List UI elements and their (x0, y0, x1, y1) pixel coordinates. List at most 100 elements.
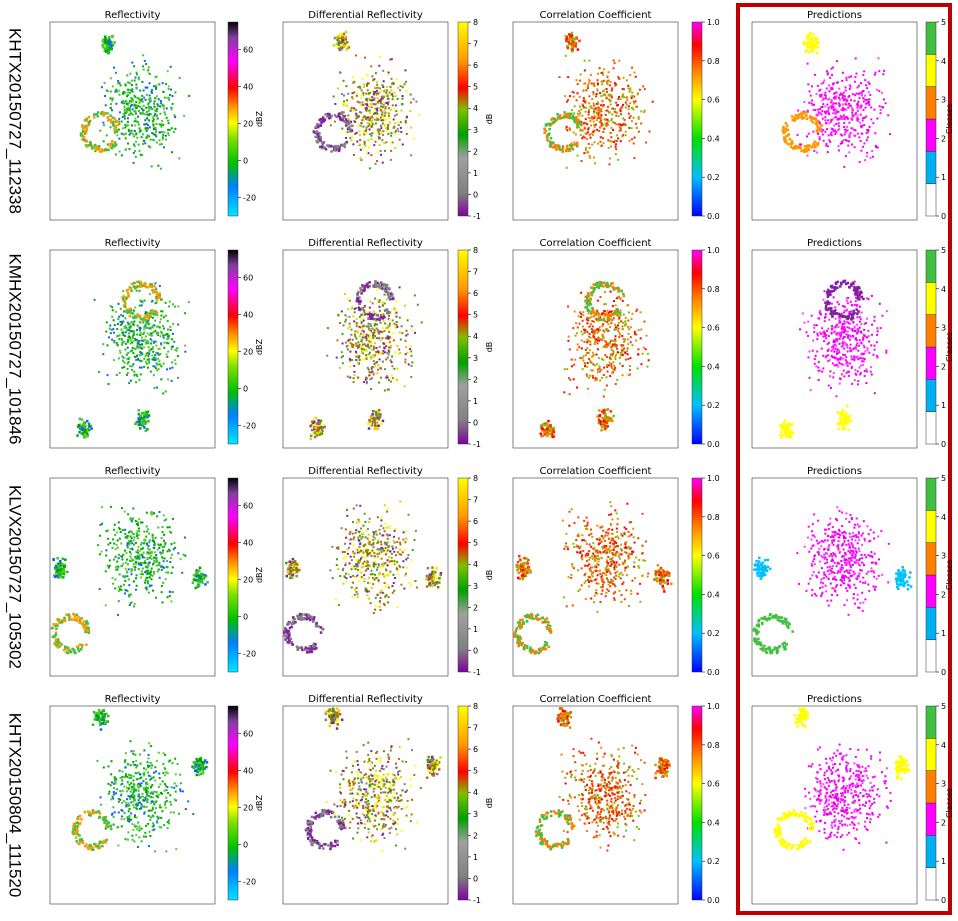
radar-pixel (369, 167, 371, 169)
radar-pixel (563, 391, 565, 393)
radar-pixel (585, 149, 587, 151)
radar-pixel (568, 149, 571, 152)
radar-pixel (571, 42, 574, 45)
radar-pixel (338, 43, 341, 46)
radar-pixel (843, 320, 845, 322)
radar-pixel (150, 343, 152, 345)
radar-pixel (401, 332, 403, 334)
radar-pixel (153, 374, 155, 376)
colorbar-tick-label: 0.0 (707, 440, 720, 449)
radar-pixel (136, 133, 138, 135)
radar-pixel (409, 110, 411, 112)
radar-pixel (377, 129, 379, 131)
radar-pixel (396, 316, 398, 318)
radar-pixel (106, 344, 108, 346)
radar-pixel (122, 315, 124, 317)
radar-pixel (822, 118, 824, 120)
radar-pixel (345, 121, 348, 124)
radar-pixel (822, 134, 824, 136)
radar-pixel (821, 348, 823, 350)
radar-pixel (638, 118, 640, 120)
radar-pixel (408, 363, 410, 365)
radar-pixel (620, 113, 622, 115)
radar-pixel (139, 329, 141, 331)
radar-pixel (157, 332, 159, 334)
radar-pixel (627, 333, 629, 335)
radar-pixel (858, 345, 860, 347)
radar-pixel (127, 81, 129, 83)
radar-pixel (868, 335, 870, 337)
radar-pixel (382, 162, 384, 164)
radar-pixel (356, 140, 358, 142)
colorbar-tick-label: 5 (941, 18, 946, 27)
radar-pixel (167, 70, 169, 72)
radar-pixel (401, 103, 403, 105)
radar-pixel (405, 353, 407, 355)
radar-pixel (627, 343, 629, 345)
radar-pixel (846, 346, 848, 348)
radar-pixel (868, 101, 870, 103)
radar-pixel (380, 314, 382, 316)
radar-pixel (593, 321, 595, 323)
radar-pixel (131, 62, 133, 64)
radar-pixel (400, 339, 402, 341)
radar-pixel (571, 34, 574, 37)
radar-pixel (158, 360, 160, 362)
radar-pixel (606, 321, 608, 323)
radar-pixel (831, 119, 833, 121)
radar-pixel (172, 333, 174, 335)
radar-pixel (125, 343, 127, 345)
radar-pixel (141, 336, 143, 338)
radar-pixel (385, 345, 387, 347)
radar-pixel (125, 84, 127, 86)
radar-pixel (376, 299, 378, 301)
radar-pixel (844, 98, 846, 100)
radar-pixel (603, 128, 605, 130)
radar-pixel (828, 84, 830, 86)
radar-pixel (373, 113, 375, 115)
radar-pixel (81, 418, 84, 421)
radar-pixel (860, 140, 862, 142)
radar-pixel (631, 97, 633, 99)
radar-pixel (390, 292, 393, 295)
radar-pixel (612, 129, 614, 131)
colorbar-tick-label: 0.8 (707, 57, 720, 66)
radar-pixel (146, 136, 148, 138)
radar-pixel (614, 369, 616, 371)
radar-pixel (600, 429, 603, 432)
radar-pixel (370, 345, 372, 347)
radar-pixel (594, 313, 597, 316)
radar-pixel (850, 344, 852, 346)
radar-pixel (399, 286, 401, 288)
radar-pixel (612, 121, 614, 123)
colorbar-tick-label: 0.4 (707, 134, 720, 143)
radar-pixel (863, 344, 865, 346)
radar-pixel (397, 121, 399, 123)
radar-pixel (330, 150, 333, 153)
radar-pixel (165, 83, 167, 85)
radar-pixel (380, 423, 383, 426)
radar-pixel (361, 119, 363, 121)
radar-pixel (864, 350, 866, 352)
radar-pixel (393, 368, 395, 370)
radar-pixel (317, 126, 320, 129)
radar-pixel (363, 325, 365, 327)
radar-pixel (816, 46, 819, 49)
radar-pixel (833, 351, 835, 353)
radar-pixel (859, 97, 861, 99)
radar-pixel (135, 381, 137, 383)
radar-pixel (372, 336, 374, 338)
radar-pixel (116, 342, 118, 344)
radar-pixel (552, 146, 555, 149)
radar-pixel (320, 136, 323, 139)
radar-pixel (103, 140, 105, 142)
radar-pixel (646, 366, 648, 368)
panel-frame (752, 250, 917, 448)
radar-pixel (832, 345, 834, 347)
radar-pixel (149, 95, 151, 97)
radar-pixel (358, 130, 360, 132)
panel-title: Reflectivity (105, 238, 161, 249)
radar-pixel (846, 140, 848, 142)
radar-pixel (593, 108, 595, 110)
radar-pixel (322, 119, 325, 122)
